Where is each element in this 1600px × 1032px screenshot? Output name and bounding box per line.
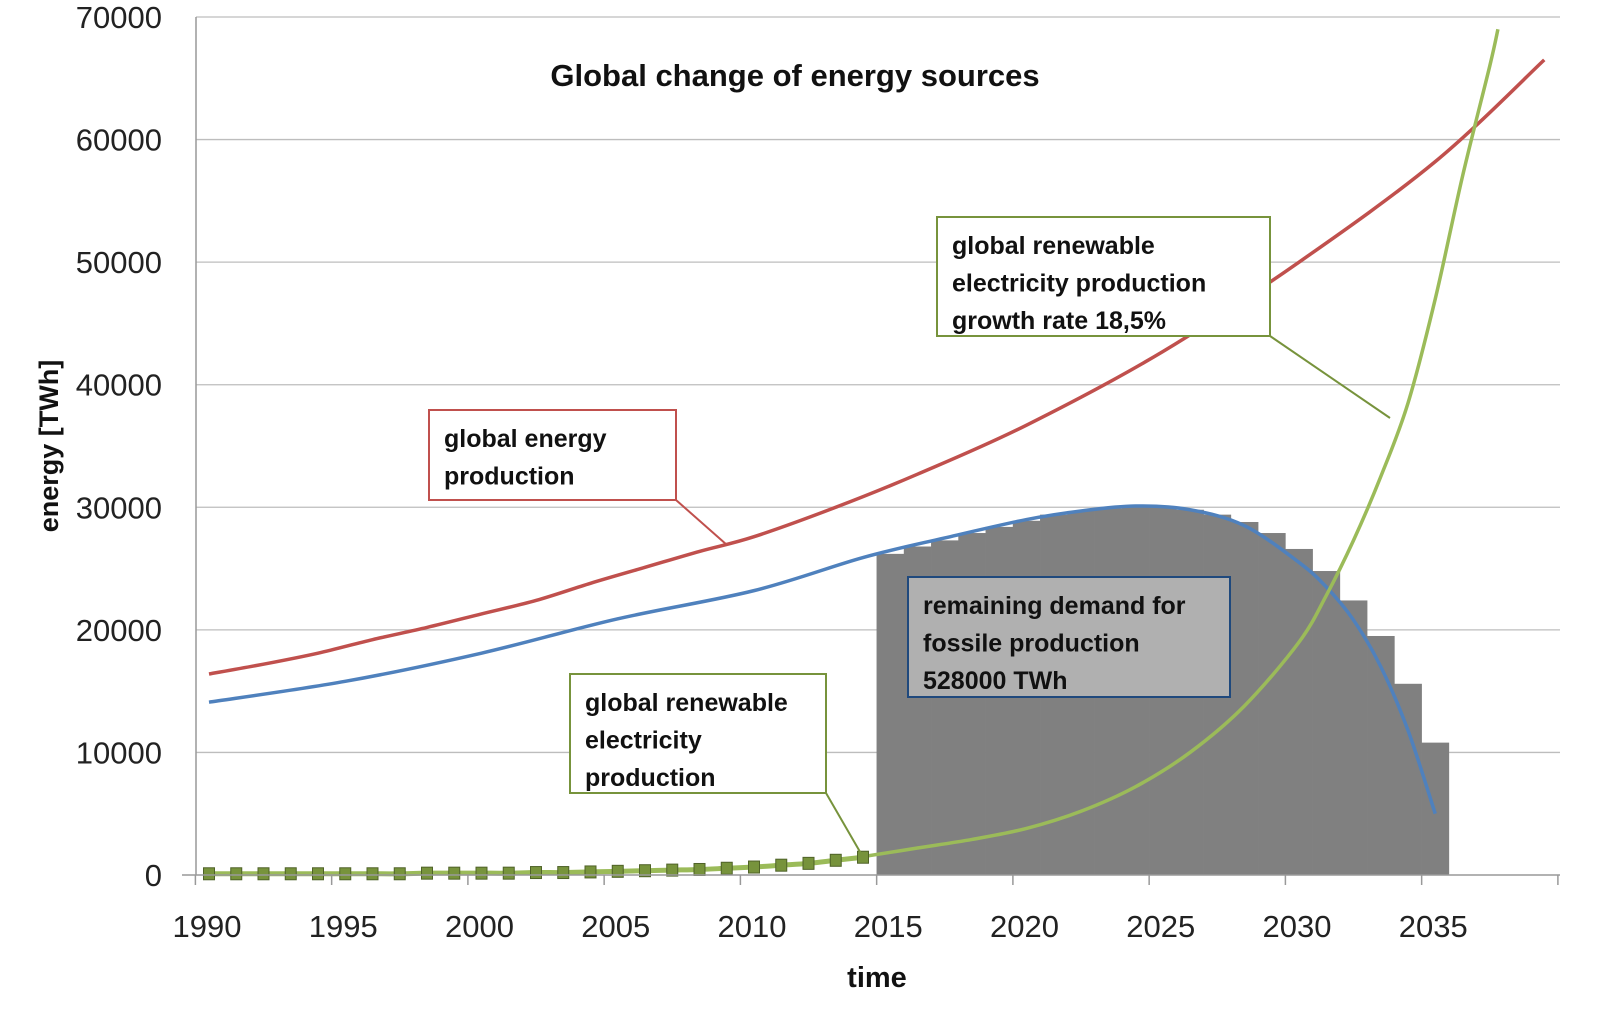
renewable-marker (366, 867, 379, 881)
renewable-marker (775, 858, 788, 872)
y-tick-label: 30000 (76, 490, 162, 525)
series-lines (203, 28, 1546, 881)
fossil-annotation-text: fossile production (923, 630, 1140, 658)
renewable-marker (203, 867, 215, 881)
renewable-annotation-text: production (585, 764, 716, 792)
y-tick-label: 0 (145, 858, 162, 893)
renewable-marker (502, 866, 515, 880)
fossil-bar (1312, 571, 1341, 875)
renewable_growth-leader-line (1269, 335, 1391, 419)
renewable-marker (720, 861, 733, 875)
renewable-marker (611, 864, 624, 878)
renewable-marker (666, 863, 679, 877)
chart-title: Global change of energy sources (550, 58, 1039, 93)
y-tick-label: 20000 (76, 613, 162, 648)
renewable-marker (284, 867, 297, 881)
y-tick-label: 40000 (76, 368, 162, 403)
renewable-marker (748, 860, 760, 874)
axes: 0 10000 20000 30000 40000 50000 60000 70000 1990… (76, 0, 1560, 944)
x-axis-label: time (847, 962, 907, 994)
renewable-leader-line (825, 792, 864, 858)
x-tick-label: 2010 (718, 909, 787, 944)
renewable_growth-annotation-text: growth rate 18,5% (952, 307, 1166, 335)
annotations: global energy production global renewable e… (428, 216, 1391, 858)
renewable-marker (802, 856, 815, 870)
x-tick-label: 2000 (445, 909, 514, 944)
energy-annotation-box (428, 409, 677, 501)
fossil-bar (1285, 548, 1313, 875)
x-tick-label: 2005 (581, 909, 650, 944)
energy-annotation-text: production (444, 463, 575, 491)
renewable-marker (448, 866, 461, 880)
renewable-marker (557, 866, 570, 880)
fossil-bar (1230, 521, 1259, 875)
renewable-marker (639, 864, 651, 878)
fossil-bar (1339, 600, 1368, 875)
fossil-annotation-box (907, 576, 1231, 698)
fossil-bar (1367, 635, 1395, 875)
renewable-annotation-text: electricity (585, 727, 702, 755)
y-tick-label: 70000 (76, 0, 162, 35)
energy-annotation-text: global energy (444, 425, 607, 453)
fossil-annotation-text: remaining demand for (923, 592, 1186, 620)
renewable-marker (530, 866, 542, 880)
renewable-marker (857, 850, 869, 864)
x-tick-label: 1995 (309, 909, 378, 944)
fossil-bar (1394, 683, 1422, 875)
renewable-annotation-box (569, 673, 827, 794)
fossil-demand-line (208, 504, 1437, 815)
y-tick-label: 50000 (76, 245, 162, 280)
renewable-annotation-text: global renewable (585, 689, 788, 717)
renewable-marker (693, 862, 706, 876)
renewable-marker (230, 867, 243, 881)
renewable-marker (421, 866, 433, 880)
renewable-marker (584, 865, 597, 879)
y-axis-label: energy [TWh] (34, 360, 64, 533)
x-tick-label: 1990 (173, 909, 242, 944)
renewable-marker (475, 866, 488, 880)
x-tick-label: 2020 (990, 909, 1059, 944)
renewable-marker (393, 867, 406, 881)
renewable_growth-annotation-box (936, 216, 1271, 337)
renewable-marker (257, 867, 270, 881)
renewable_growth-annotation-text: global renewable (952, 232, 1155, 260)
energy-leader-line (675, 499, 728, 546)
x-tick-label: 2015 (854, 909, 923, 944)
x-tick-label: 2025 (1126, 909, 1195, 944)
fossil-annotation-text: 528000 TWh (923, 667, 1068, 695)
renewable-line (862, 28, 1500, 859)
fossil-bar (876, 553, 905, 875)
x-tick-label: 2030 (1263, 909, 1332, 944)
renewable-marker (339, 867, 352, 881)
renewable-marker (312, 867, 324, 881)
energy-line (208, 58, 1546, 676)
x-tick-label: 2035 (1399, 909, 1468, 944)
renewable_growth-annotation-text: electricity production (952, 270, 1206, 298)
y-tick-label: 60000 (76, 123, 162, 158)
fossil-bar (1258, 533, 1286, 875)
renewable-marker (829, 853, 842, 867)
y-tick-label: 10000 (76, 735, 162, 770)
